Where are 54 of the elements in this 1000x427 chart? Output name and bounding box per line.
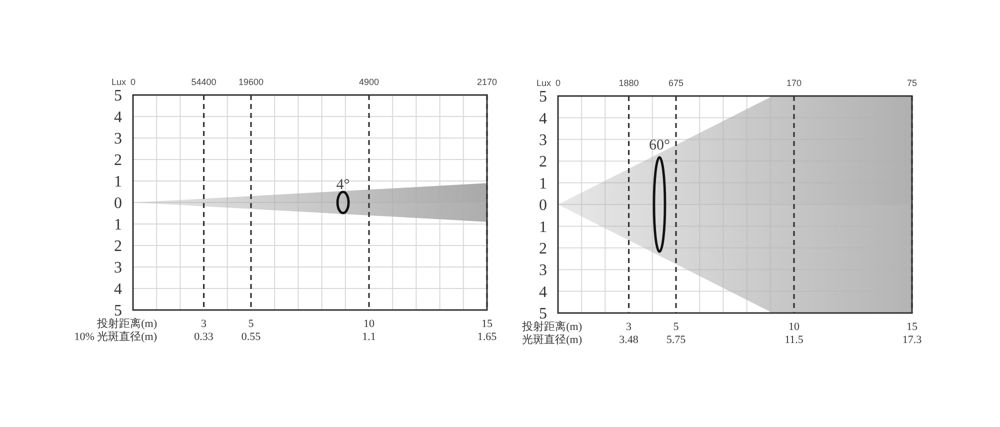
text: 19600 [238, 77, 264, 88]
x-tick-label: 10 [788, 320, 800, 333]
y-tick-label: 4 [114, 109, 122, 126]
text: 75 [906, 78, 918, 88]
text: 0.33 [194, 330, 214, 343]
y-tick-label: 2 [539, 240, 547, 258]
y-tick-label: 4 [539, 110, 547, 128]
text: 1880 [618, 78, 639, 88]
text: Lux [536, 78, 552, 88]
y-tick-label: 1 [539, 175, 547, 192]
y-tick-label: 1 [539, 218, 547, 236]
y-tick-label: 3 [114, 260, 122, 277]
x-axis-title: 投射距离(m) [521, 320, 582, 333]
text: 10% 光斑直径(m) [74, 330, 158, 343]
annotation: 4° [336, 176, 350, 193]
text: 2170 [476, 77, 498, 88]
text: 1.1 [362, 330, 376, 343]
text: 54400 [191, 77, 216, 88]
x-tick-label: 5 [673, 320, 680, 333]
x-tick-label: 10 [364, 318, 375, 330]
y-tick-label: 3 [114, 130, 122, 148]
y-tick-label: 1 [114, 174, 122, 191]
text: 1.65 [477, 330, 498, 343]
y-tick-label: 5 [539, 88, 547, 106]
y-tick-label: 4 [539, 284, 547, 301]
text: 0 [130, 77, 136, 88]
y-tick-label: 3 [539, 262, 547, 280]
y-tick-label: 0 [539, 197, 547, 214]
y-tick-label: 3 [539, 132, 547, 149]
x-tick-label: 5 [248, 318, 254, 330]
text: Lux [111, 77, 126, 88]
x-tick-label: 15 [482, 318, 493, 330]
x-tick-label: 15 [906, 320, 918, 333]
text: 11.5 [784, 334, 804, 346]
annotation: 60° [648, 137, 670, 154]
y-tick-label: 4 [114, 281, 122, 298]
x-axis-title: 投射距离(m) [96, 316, 158, 330]
text: 0.55 [241, 330, 262, 343]
y-tick-label: 5 [114, 88, 122, 105]
x-tick-label: 3 [626, 320, 632, 333]
text: 17.3 [902, 334, 922, 346]
text: 170 [786, 78, 802, 88]
y-tick-label: 2 [114, 238, 122, 256]
text: 675 [668, 78, 684, 88]
text: 光斑直径(m) [522, 332, 582, 346]
text: 3.48 [619, 334, 639, 346]
text: 4900 [358, 77, 380, 88]
x-tick-label: 3 [201, 318, 208, 330]
text: 0 [555, 78, 561, 88]
y-tick-label: 0 [114, 195, 122, 212]
text: 5.75 [666, 334, 686, 346]
y-tick-label: 2 [114, 152, 122, 170]
y-tick-label: 1 [114, 216, 122, 234]
y-tick-label: 2 [539, 154, 547, 171]
